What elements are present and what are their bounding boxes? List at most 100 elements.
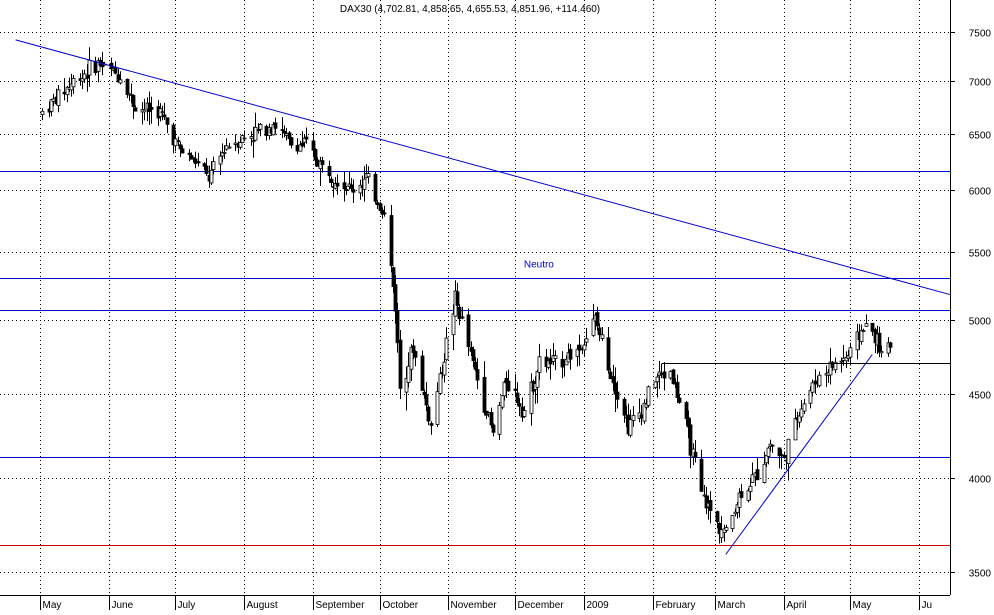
candle-body bbox=[782, 455, 787, 458]
candle-body bbox=[391, 267, 396, 288]
y-tick-label: 6500 bbox=[969, 131, 992, 142]
candle-body bbox=[486, 412, 491, 415]
candle-body bbox=[40, 110, 45, 116]
candle-body bbox=[282, 130, 287, 134]
y-tick-label: 5000 bbox=[969, 317, 992, 328]
candle-body bbox=[438, 373, 443, 394]
candle-body bbox=[730, 515, 735, 529]
candle-body bbox=[737, 492, 742, 508]
candle-body bbox=[675, 381, 680, 399]
candle-body bbox=[888, 342, 893, 348]
x-tick-label: Ju bbox=[922, 600, 933, 610]
candle-body bbox=[451, 313, 456, 336]
candle-body bbox=[287, 132, 292, 140]
candle-body bbox=[482, 376, 487, 413]
candle-body bbox=[841, 357, 846, 361]
candle-body bbox=[204, 165, 209, 174]
horizontal-levels bbox=[0, 171, 950, 546]
candle-body bbox=[529, 381, 534, 414]
candle-body bbox=[653, 381, 658, 388]
candle-body bbox=[180, 148, 185, 154]
candle-body bbox=[420, 355, 425, 391]
candle-body bbox=[131, 95, 136, 107]
candle-body bbox=[615, 391, 620, 400]
candle-body bbox=[209, 169, 214, 184]
candle-body bbox=[864, 323, 869, 327]
candle-body bbox=[395, 310, 400, 344]
candle-body bbox=[489, 412, 494, 426]
candle-body bbox=[877, 332, 882, 353]
candle-body bbox=[442, 361, 447, 376]
candle-body bbox=[715, 511, 720, 523]
y-tick-label: 5500 bbox=[969, 249, 992, 260]
candle-body bbox=[517, 403, 522, 407]
candle-body bbox=[366, 173, 371, 178]
candle-body bbox=[160, 111, 165, 114]
candle-body bbox=[748, 485, 753, 493]
candle-body bbox=[344, 189, 349, 191]
x-tick-label: November bbox=[451, 600, 498, 610]
candle-body bbox=[193, 158, 198, 164]
candle-body bbox=[622, 398, 627, 416]
candle-body bbox=[584, 338, 589, 343]
candle-body bbox=[750, 474, 755, 483]
candle-body bbox=[165, 117, 170, 125]
candle-body bbox=[473, 361, 478, 370]
candle-body bbox=[273, 122, 278, 129]
candle-body bbox=[739, 491, 744, 498]
candle-body bbox=[87, 59, 92, 76]
x-tick-label: March bbox=[718, 600, 746, 610]
candle-body bbox=[256, 129, 261, 132]
candle-body bbox=[351, 189, 356, 193]
candle-body bbox=[553, 355, 558, 359]
y-tick-label: 3500 bbox=[969, 569, 992, 580]
candle-body bbox=[833, 361, 838, 371]
candle-body bbox=[642, 402, 647, 422]
y-tick-label: 7500 bbox=[969, 29, 992, 40]
candle-body bbox=[51, 98, 56, 102]
candle-body bbox=[684, 402, 689, 420]
candle-body bbox=[677, 397, 682, 403]
candle-body bbox=[608, 371, 613, 380]
y-tick-label: 7000 bbox=[969, 78, 992, 89]
candle-body bbox=[817, 374, 822, 387]
candle-body bbox=[859, 329, 864, 342]
candle-body bbox=[362, 178, 367, 190]
candle-body bbox=[327, 166, 332, 177]
candle-body bbox=[522, 410, 527, 417]
candle-body bbox=[606, 337, 611, 371]
candle-body bbox=[191, 157, 196, 159]
x-tick-label: July bbox=[178, 600, 196, 610]
candle-body bbox=[600, 334, 605, 339]
candle-body bbox=[471, 349, 476, 362]
candle-body bbox=[793, 418, 798, 441]
candle-body bbox=[466, 314, 471, 348]
candle-body bbox=[342, 182, 347, 190]
candle-body bbox=[693, 451, 698, 458]
candle-body bbox=[222, 151, 227, 154]
candle-body bbox=[628, 419, 633, 436]
candle-body bbox=[335, 182, 340, 187]
trend-line bbox=[15, 39, 951, 296]
x-tick-label: September bbox=[316, 600, 366, 610]
candle-body bbox=[373, 173, 378, 202]
x-tick-label: February bbox=[656, 600, 696, 610]
candle-body bbox=[699, 458, 704, 492]
candle-body bbox=[393, 284, 398, 312]
candle-body bbox=[349, 184, 354, 189]
x-tick-label: April bbox=[787, 600, 807, 610]
candle-body bbox=[548, 357, 553, 365]
candle-body bbox=[568, 348, 573, 360]
candle-body bbox=[295, 145, 300, 152]
candle-body bbox=[211, 161, 216, 170]
x-tick-label: December bbox=[518, 600, 565, 610]
candle-body bbox=[808, 390, 813, 404]
candle-body bbox=[398, 339, 403, 389]
candle-body bbox=[502, 381, 507, 397]
candle-body bbox=[93, 61, 98, 74]
candle-body bbox=[149, 107, 154, 110]
x-tick-label: June bbox=[112, 600, 134, 610]
y-tick-label: 4000 bbox=[969, 475, 992, 486]
